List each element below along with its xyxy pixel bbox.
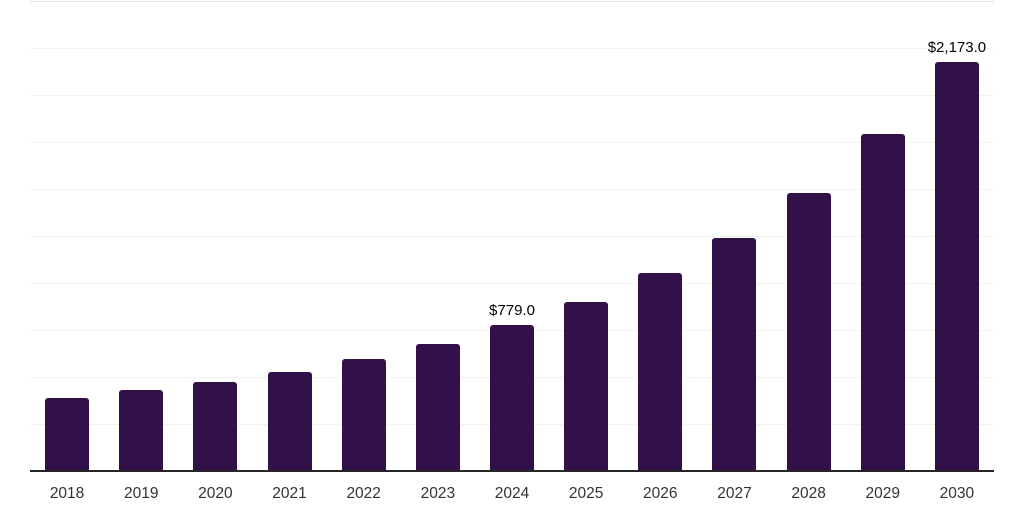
x-tick-2025: 2025 [568, 485, 604, 502]
x-tick-2019: 2019 [123, 485, 159, 502]
x-tick-2022: 2022 [346, 485, 381, 502]
bar-2021[interactable] [267, 371, 312, 471]
gridline [30, 283, 994, 284]
x-tick-2029: 2029 [865, 485, 900, 502]
gridline [30, 189, 994, 190]
bar-2027[interactable] [712, 237, 757, 471]
bar-2025[interactable] [564, 301, 609, 471]
x-tick-2020: 2020 [198, 485, 233, 502]
data-label-2030: $2,173.0 [927, 39, 987, 57]
x-tick-2021: 2021 [272, 485, 307, 502]
x-axis-line [30, 470, 994, 472]
bar-2022[interactable] [341, 358, 386, 471]
gridline [30, 236, 994, 237]
bar-2030[interactable] [934, 62, 979, 471]
x-tick-2027: 2027 [717, 485, 752, 502]
gridline [30, 48, 994, 49]
x-tick-2023: 2023 [420, 485, 456, 502]
bar-2028[interactable] [786, 192, 831, 471]
bar-2020[interactable] [193, 382, 238, 471]
bar-2023[interactable] [415, 344, 460, 471]
bar-2029[interactable] [860, 134, 905, 471]
x-tick-2018: 2018 [49, 485, 85, 502]
x-tick-2028: 2028 [791, 485, 826, 502]
gridline [30, 95, 994, 96]
bar-2019[interactable] [119, 389, 164, 471]
gridline [30, 1, 994, 2]
x-tick-2026: 2026 [643, 485, 678, 502]
data-label-2024: $779.0 [489, 301, 535, 319]
bar-2024[interactable] [490, 324, 534, 471]
x-tick-2024: 2024 [494, 485, 530, 502]
bar-2018[interactable] [45, 397, 90, 471]
gridline [30, 142, 994, 143]
x-tick-2030: 2030 [939, 485, 975, 502]
bar-2026[interactable] [638, 273, 683, 471]
